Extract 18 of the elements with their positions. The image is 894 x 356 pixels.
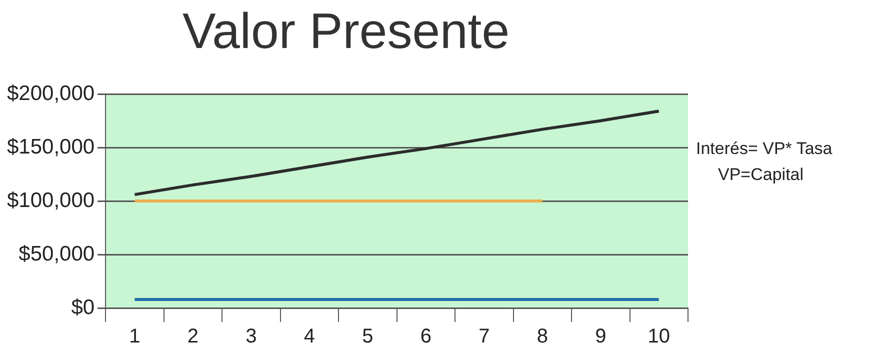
y-tick-label: $100,000 [6,188,95,212]
x-tick-label: 5 [362,326,374,348]
x-tick-label: 9 [595,326,606,348]
x-tick-label: 3 [246,326,257,348]
x-tick-label: 7 [478,326,490,348]
y-tick-label: $150,000 [6,135,95,158]
x-tick-label: 2 [187,326,199,348]
y-tick-label: $200,000 [6,82,95,105]
x-tick-label: 10 [648,326,670,348]
y-tick-label: $50,000 [18,242,95,266]
x-tick-label: 8 [536,326,548,348]
x-tick-label: 4 [304,326,315,348]
chart-title: Valor Presente [182,2,510,59]
text: Interés= VP* Tasa [696,138,832,160]
x-tick-label: 6 [420,326,432,348]
y-tick-label: $0 [71,296,95,319]
text: VP=Capital [717,164,805,186]
x-tick-label: 1 [129,326,140,348]
